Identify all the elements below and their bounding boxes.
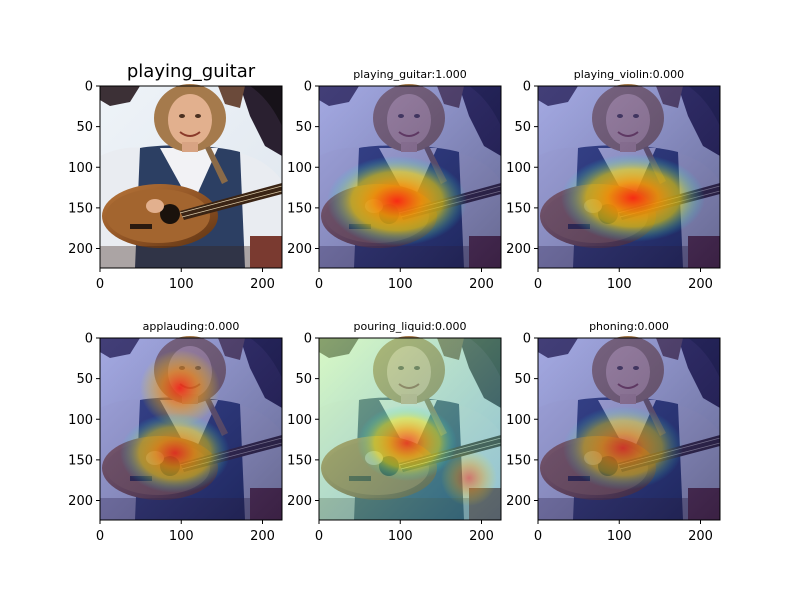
y-tick-label: 150 [68, 201, 93, 216]
panel-title: pouring_liquid:0.000 [353, 320, 466, 333]
y-tick-label: 100 [287, 413, 312, 428]
x-tick-label: 0 [96, 529, 104, 544]
panel-4: applauding:0.000 0 50 100 150 200 0 100 200 [68, 320, 283, 544]
panel-2: playing_guitar:1.000 0 50 100 150 200 0 100 200 [287, 68, 502, 292]
panel-3: playing_violin:0.000 0 50 100 150 200 0 100 200 [506, 68, 721, 292]
x-tick-label: 100 [169, 529, 194, 544]
y-tick-label: 200 [506, 494, 531, 509]
x-tick-label: 200 [250, 529, 275, 544]
axes-frame [318, 85, 502, 269]
panel-5: pouring_liquid:0.000 0 50 100 150 200 0 100 200 [287, 320, 502, 544]
original-photo [99, 83, 283, 269]
y-tick-label: 50 [514, 120, 531, 135]
y-tick-label: 150 [506, 453, 531, 468]
x-tick-label: 200 [469, 529, 494, 544]
y-tick-label: 100 [287, 161, 312, 176]
x-tick-label: 200 [469, 277, 494, 292]
y-tick-label: 50 [514, 372, 531, 387]
y-tick-label: 200 [287, 242, 312, 257]
panel-1: playing_guitar 0 50 100 150 200 0 100 200 [68, 61, 283, 292]
x-tick-label: 100 [607, 277, 632, 292]
axes-frame [99, 337, 283, 521]
y-tick-label: 200 [287, 494, 312, 509]
panel-6: phoning:0.000 0 50 100 150 200 0 100 200 [506, 320, 721, 544]
y-tick-label: 150 [287, 201, 312, 216]
y-tick-label: 150 [287, 453, 312, 468]
heatmap-overlay-image [318, 335, 502, 521]
y-tick-label: 50 [76, 120, 93, 135]
axes-frame [318, 337, 502, 521]
y-tick-label: 100 [68, 413, 93, 428]
heatmap-overlay-image [537, 83, 721, 269]
x-tick-label: 200 [250, 277, 275, 292]
heatmap-overlay-image [537, 335, 721, 521]
x-tick-label: 200 [688, 277, 713, 292]
y-tick-label: 200 [68, 494, 93, 509]
y-tick-label: 50 [76, 372, 93, 387]
x-tick-label: 0 [315, 529, 323, 544]
panel-title: playing_guitar:1.000 [353, 68, 466, 81]
x-tick-label: 200 [688, 529, 713, 544]
x-tick-label: 100 [388, 277, 413, 292]
x-tick-label: 0 [96, 277, 104, 292]
y-tick-label: 0 [304, 332, 312, 347]
y-tick-label: 0 [85, 332, 93, 347]
x-tick-label: 100 [169, 277, 194, 292]
y-tick-label: 0 [523, 332, 531, 347]
y-tick-label: 100 [68, 161, 93, 176]
panel-title: playing_violin:0.000 [574, 68, 684, 81]
axes-frame [537, 337, 721, 521]
y-tick-label: 150 [68, 453, 93, 468]
y-tick-label: 50 [295, 120, 312, 135]
panel-title: applauding:0.000 [143, 320, 240, 333]
panel-title: phoning:0.000 [589, 320, 669, 333]
y-tick-label: 150 [506, 201, 531, 216]
y-tick-label: 100 [506, 161, 531, 176]
y-tick-label: 100 [506, 413, 531, 428]
y-tick-label: 200 [68, 242, 93, 257]
y-tick-label: 0 [85, 80, 93, 95]
panel-title: playing_guitar [127, 61, 256, 82]
y-tick-label: 200 [506, 242, 531, 257]
x-tick-label: 100 [388, 529, 413, 544]
x-tick-label: 0 [534, 277, 542, 292]
x-tick-label: 100 [607, 529, 632, 544]
heatmap-overlay-image [318, 83, 502, 269]
x-tick-label: 0 [315, 277, 323, 292]
y-tick-label: 0 [523, 80, 531, 95]
x-tick-label: 0 [534, 529, 542, 544]
y-tick-label: 0 [304, 80, 312, 95]
axes-frame [537, 85, 721, 269]
y-tick-label: 50 [295, 372, 312, 387]
heatmap-overlay-image [99, 335, 283, 521]
axes-frame [99, 85, 283, 269]
